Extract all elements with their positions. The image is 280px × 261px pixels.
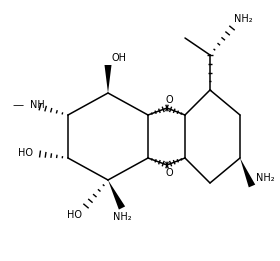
Text: O: O: [165, 168, 173, 178]
Polygon shape: [104, 65, 111, 93]
Text: HO: HO: [18, 148, 33, 158]
Text: —: —: [12, 100, 24, 110]
Text: OH: OH: [112, 53, 127, 63]
Text: NH₂: NH₂: [113, 212, 131, 222]
Text: HO: HO: [67, 210, 82, 220]
Text: O: O: [165, 95, 173, 105]
Text: NH₂: NH₂: [234, 14, 253, 24]
Text: NH: NH: [30, 100, 45, 110]
Polygon shape: [240, 158, 255, 187]
Text: NH₂: NH₂: [256, 173, 275, 183]
Polygon shape: [108, 180, 125, 210]
